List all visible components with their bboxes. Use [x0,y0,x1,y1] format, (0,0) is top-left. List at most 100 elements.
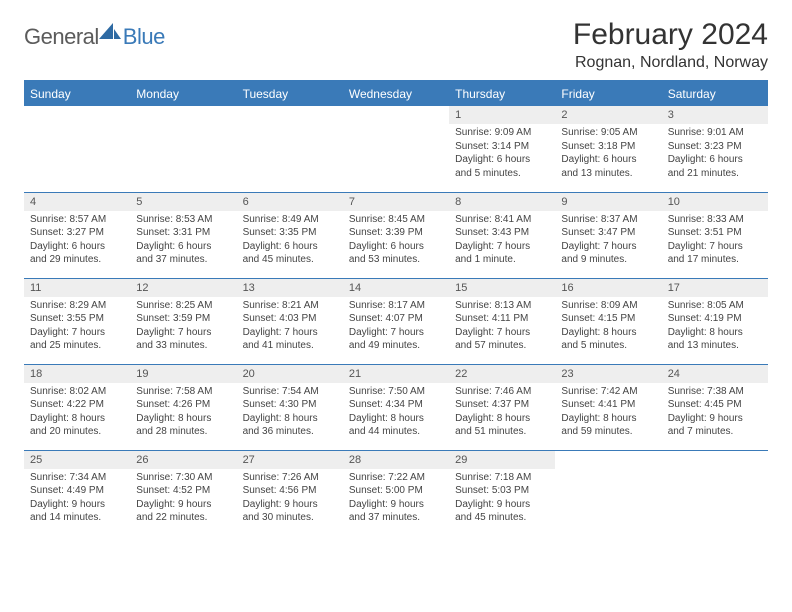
sunrise-text: Sunrise: 7:22 AM [349,471,443,485]
calendar-day-cell: 22Sunrise: 7:46 AMSunset: 4:37 PMDayligh… [449,364,555,450]
day-number: 7 [343,193,449,211]
day-number: 29 [449,451,555,469]
logo-text-general: General [24,24,99,50]
sunrise-text: Sunrise: 8:21 AM [243,299,337,313]
sunset-text: Sunset: 3:47 PM [561,226,655,240]
sunrise-text: Sunrise: 8:05 AM [668,299,762,313]
sunset-text: Sunset: 3:59 PM [136,312,230,326]
sunset-text: Sunset: 4:15 PM [561,312,655,326]
daylight-text: Daylight: 7 hours and 41 minutes. [243,326,337,353]
day-number: 28 [343,451,449,469]
calendar-day-cell: 6Sunrise: 8:49 AMSunset: 3:35 PMDaylight… [237,192,343,278]
day-number: 15 [449,279,555,297]
sunset-text: Sunset: 5:00 PM [349,484,443,498]
day-number: 17 [662,279,768,297]
calendar-day-cell: 28Sunrise: 7:22 AMSunset: 5:00 PMDayligh… [343,450,449,536]
weekday-header: Tuesday [237,81,343,106]
day-number: 5 [130,193,236,211]
sunset-text: Sunset: 3:39 PM [349,226,443,240]
day-details: Sunrise: 7:26 AMSunset: 4:56 PMDaylight:… [237,469,343,529]
day-number: 8 [449,193,555,211]
day-number: 10 [662,193,768,211]
sunrise-text: Sunrise: 7:54 AM [243,385,337,399]
daylight-text: Daylight: 7 hours and 9 minutes. [561,240,655,267]
sunrise-text: Sunrise: 7:42 AM [561,385,655,399]
sunrise-text: Sunrise: 8:57 AM [30,213,124,227]
day-details: Sunrise: 8:21 AMSunset: 4:03 PMDaylight:… [237,297,343,357]
day-number: 14 [343,279,449,297]
calendar-week-row: 1Sunrise: 9:09 AMSunset: 3:14 PMDaylight… [24,106,768,192]
day-number: 26 [130,451,236,469]
day-number: 19 [130,365,236,383]
sunrise-text: Sunrise: 7:18 AM [455,471,549,485]
day-number: 11 [24,279,130,297]
sunrise-text: Sunrise: 8:41 AM [455,213,549,227]
calendar-week-row: 25Sunrise: 7:34 AMSunset: 4:49 PMDayligh… [24,450,768,536]
day-number: 3 [662,106,768,124]
calendar-page: General Blue February 2024 Rognan, Nordl… [0,0,792,536]
day-details: Sunrise: 7:54 AMSunset: 4:30 PMDaylight:… [237,383,343,443]
calendar-day-cell: 3Sunrise: 9:01 AMSunset: 3:23 PMDaylight… [662,106,768,192]
day-details: Sunrise: 8:33 AMSunset: 3:51 PMDaylight:… [662,211,768,271]
sunrise-text: Sunrise: 8:17 AM [349,299,443,313]
day-number: 13 [237,279,343,297]
calendar-day-cell: 23Sunrise: 7:42 AMSunset: 4:41 PMDayligh… [555,364,661,450]
sunrise-text: Sunrise: 7:34 AM [30,471,124,485]
sunset-text: Sunset: 4:03 PM [243,312,337,326]
day-details: Sunrise: 8:25 AMSunset: 3:59 PMDaylight:… [130,297,236,357]
sunset-text: Sunset: 4:41 PM [561,398,655,412]
day-details: Sunrise: 8:17 AMSunset: 4:07 PMDaylight:… [343,297,449,357]
title-block: February 2024 Rognan, Nordland, Norway [573,18,768,72]
day-number: 9 [555,193,661,211]
calendar-week-row: 18Sunrise: 8:02 AMSunset: 4:22 PMDayligh… [24,364,768,450]
sunrise-text: Sunrise: 8:02 AM [30,385,124,399]
day-number: 21 [343,365,449,383]
sunset-text: Sunset: 3:23 PM [668,140,762,154]
sunset-text: Sunset: 4:52 PM [136,484,230,498]
day-details: Sunrise: 9:01 AMSunset: 3:23 PMDaylight:… [662,124,768,184]
calendar-day-cell: 26Sunrise: 7:30 AMSunset: 4:52 PMDayligh… [130,450,236,536]
sunrise-text: Sunrise: 8:09 AM [561,299,655,313]
day-number: 18 [24,365,130,383]
daylight-text: Daylight: 6 hours and 5 minutes. [455,153,549,180]
sunset-text: Sunset: 5:03 PM [455,484,549,498]
day-details: Sunrise: 8:29 AMSunset: 3:55 PMDaylight:… [24,297,130,357]
calendar-day-cell: 15Sunrise: 8:13 AMSunset: 4:11 PMDayligh… [449,278,555,364]
weekday-header: Saturday [662,81,768,106]
calendar-day-cell [662,450,768,536]
sunrise-text: Sunrise: 9:01 AM [668,126,762,140]
calendar-day-cell: 13Sunrise: 8:21 AMSunset: 4:03 PMDayligh… [237,278,343,364]
sunset-text: Sunset: 3:18 PM [561,140,655,154]
logo-text-blue: Blue [123,24,165,50]
daylight-text: Daylight: 8 hours and 36 minutes. [243,412,337,439]
daylight-text: Daylight: 6 hours and 53 minutes. [349,240,443,267]
day-details: Sunrise: 7:50 AMSunset: 4:34 PMDaylight:… [343,383,449,443]
sunset-text: Sunset: 3:35 PM [243,226,337,240]
day-details: Sunrise: 9:09 AMSunset: 3:14 PMDaylight:… [449,124,555,184]
calendar-day-cell: 1Sunrise: 9:09 AMSunset: 3:14 PMDaylight… [449,106,555,192]
day-number: 4 [24,193,130,211]
daylight-text: Daylight: 9 hours and 45 minutes. [455,498,549,525]
day-number: 20 [237,365,343,383]
sunrise-text: Sunrise: 8:25 AM [136,299,230,313]
daylight-text: Daylight: 6 hours and 29 minutes. [30,240,124,267]
day-details [662,469,768,475]
logo: General Blue [24,18,165,50]
sunrise-text: Sunrise: 8:49 AM [243,213,337,227]
day-details [343,124,449,130]
weekday-header: Monday [130,81,236,106]
day-details: Sunrise: 8:02 AMSunset: 4:22 PMDaylight:… [24,383,130,443]
sunset-text: Sunset: 3:51 PM [668,226,762,240]
daylight-text: Daylight: 8 hours and 51 minutes. [455,412,549,439]
sunrise-text: Sunrise: 8:29 AM [30,299,124,313]
calendar-day-cell: 19Sunrise: 7:58 AMSunset: 4:26 PMDayligh… [130,364,236,450]
day-details: Sunrise: 8:05 AMSunset: 4:19 PMDaylight:… [662,297,768,357]
sunset-text: Sunset: 4:34 PM [349,398,443,412]
calendar-day-cell: 16Sunrise: 8:09 AMSunset: 4:15 PMDayligh… [555,278,661,364]
weekday-header: Wednesday [343,81,449,106]
sunset-text: Sunset: 3:43 PM [455,226,549,240]
calendar-day-cell: 7Sunrise: 8:45 AMSunset: 3:39 PMDaylight… [343,192,449,278]
day-details: Sunrise: 7:46 AMSunset: 4:37 PMDaylight:… [449,383,555,443]
daylight-text: Daylight: 7 hours and 17 minutes. [668,240,762,267]
daylight-text: Daylight: 7 hours and 25 minutes. [30,326,124,353]
